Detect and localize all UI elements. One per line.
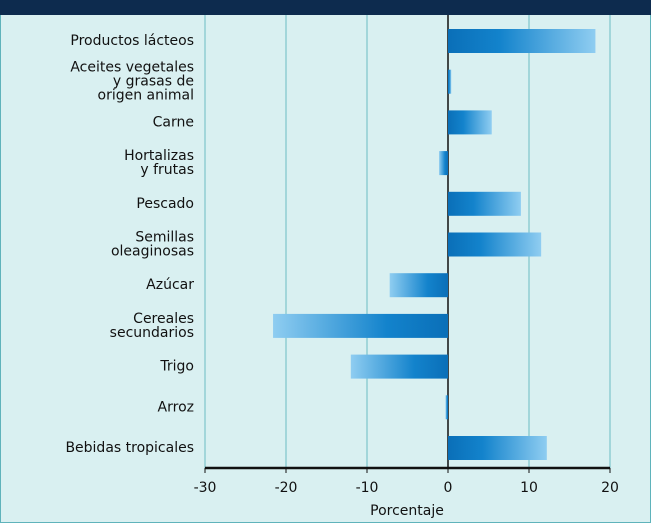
x-tick-label: -30	[194, 480, 217, 496]
x-tick-label: 10	[520, 480, 538, 496]
bar	[448, 29, 596, 53]
bar	[389, 273, 448, 298]
bar	[448, 436, 547, 460]
x-tick-label: -20	[275, 480, 298, 496]
bar	[448, 232, 542, 257]
bar	[448, 69, 452, 94]
x-tick-label: 20	[601, 480, 619, 496]
bar	[448, 110, 492, 135]
bar	[445, 395, 448, 420]
x-axis-label: Porcentaje	[370, 503, 444, 519]
y-tick-label: Pescado	[136, 196, 194, 212]
y-tick-label: Arroz	[158, 399, 194, 415]
bar	[350, 354, 448, 379]
header-band	[0, 0, 651, 15]
y-tick-label: Trigo	[159, 359, 194, 375]
x-tick-label: 0	[444, 480, 453, 496]
y-tick-label: Cereales secundarios	[110, 311, 194, 341]
y-tick-label: Hortalizas y frutas	[124, 148, 194, 178]
y-tick-label: Bebidas tropicales	[65, 440, 194, 456]
y-tick-label: Carne	[153, 114, 194, 130]
x-tick-label: -10	[356, 480, 379, 496]
y-tick-label: Aceites vegetales y grasas de origen anima…	[70, 60, 194, 104]
y-tick-label: Semillas oleaginosas	[111, 230, 194, 260]
bar	[273, 313, 448, 338]
bar	[448, 191, 521, 216]
bar	[439, 151, 448, 176]
y-tick-label: Productos lácteos	[70, 33, 194, 49]
y-tick-label: Azúcar	[146, 277, 194, 293]
